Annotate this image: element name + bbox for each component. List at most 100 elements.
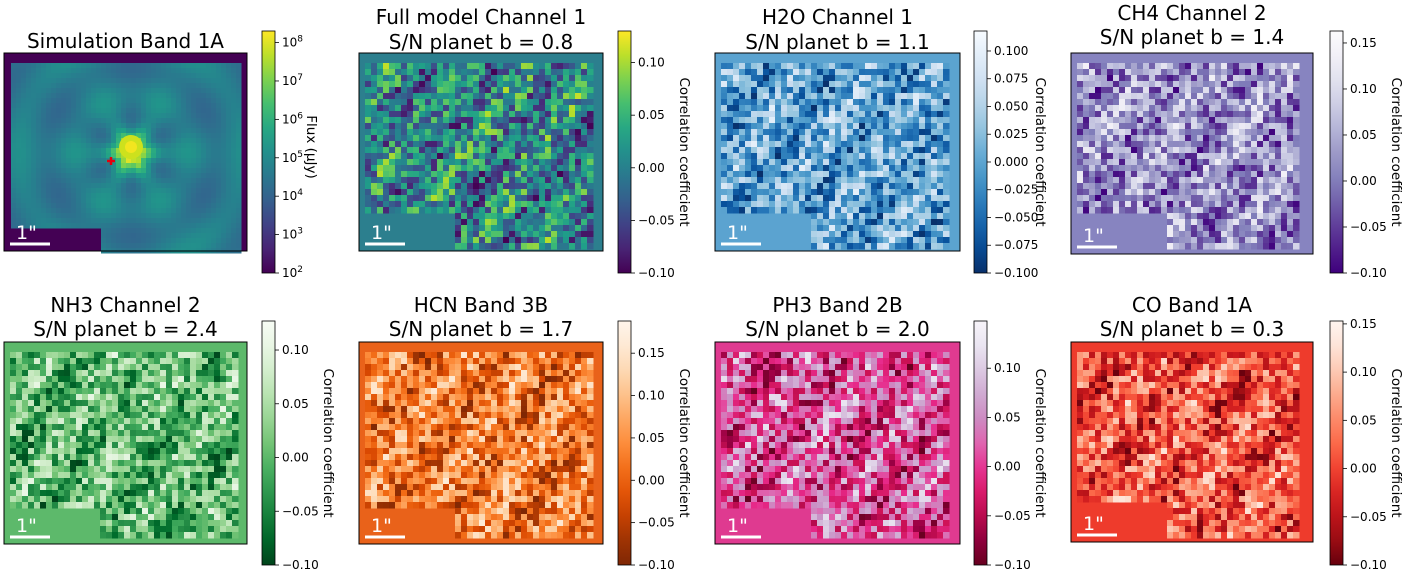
heatmap-cell — [126, 88, 132, 94]
heatmap-cell — [176, 193, 182, 199]
heatmap-cell — [1209, 93, 1216, 100]
heatmap-cell — [1209, 207, 1216, 214]
heatmap-cell — [1173, 237, 1180, 244]
heatmap-cell — [757, 111, 764, 118]
heatmap-cell — [111, 123, 117, 129]
heatmap-cell — [116, 203, 122, 209]
heatmap-cell — [937, 159, 944, 166]
heatmap-cell — [793, 207, 800, 214]
heatmap-cell — [865, 177, 872, 184]
heatmap-cell — [931, 75, 938, 82]
heatmap-cell — [473, 141, 480, 148]
heatmap-cell — [545, 177, 552, 184]
heatmap-cell — [721, 105, 728, 112]
heatmap-cell — [201, 73, 207, 79]
heatmap-cell — [171, 148, 177, 154]
heatmap-cell — [151, 143, 157, 149]
heatmap-cell — [533, 123, 540, 130]
heatmap-cell — [817, 75, 824, 82]
heatmap-cell — [1179, 93, 1186, 100]
heatmap-cell — [497, 135, 504, 142]
heatmap-cell — [221, 168, 227, 174]
heatmap-cell — [575, 231, 582, 238]
heatmap-cell — [1089, 207, 1096, 214]
heatmap-cell — [497, 75, 504, 82]
heatmap-cell — [106, 238, 112, 244]
heatmap-cell — [201, 168, 207, 174]
heatmap-cell — [835, 93, 842, 100]
heatmap-cell — [156, 108, 162, 114]
heatmap-cell — [61, 148, 67, 154]
heatmap-cell — [461, 201, 468, 208]
heatmap-cell — [1197, 177, 1204, 184]
heatmap-cell — [763, 111, 770, 118]
heatmap-cell — [377, 165, 384, 172]
heatmap-cell — [1209, 87, 1216, 94]
heatmap-cell — [1287, 201, 1294, 208]
heatmap-cell — [775, 201, 782, 208]
heatmap-cell — [136, 233, 142, 239]
heatmap-cell — [461, 171, 468, 178]
heatmap-cell — [1257, 213, 1264, 220]
heatmap-cell — [46, 183, 52, 189]
heatmap-cell — [66, 108, 72, 114]
heatmap-cell — [419, 129, 426, 136]
heatmap-cell — [811, 123, 818, 130]
heatmap-cell — [865, 111, 872, 118]
heatmap-cell — [211, 63, 217, 69]
heatmap-cell — [211, 93, 217, 99]
heatmap-cell — [236, 113, 242, 119]
heatmap-cell — [515, 237, 522, 244]
heatmap-cell — [191, 173, 197, 179]
heatmap-cell — [853, 87, 860, 94]
heatmap-cell — [1155, 201, 1162, 208]
heatmap-cell — [557, 201, 564, 208]
heatmap-cell — [781, 153, 788, 160]
heatmap-cell — [883, 69, 890, 76]
heatmap-cell — [151, 193, 157, 199]
heatmap-cell — [31, 213, 37, 219]
heatmap-cell — [1197, 141, 1204, 148]
heatmap-cell — [1281, 177, 1288, 184]
heatmap-cell — [1233, 183, 1240, 190]
heatmap-cell — [156, 73, 162, 79]
heatmap-cell — [473, 219, 480, 226]
heatmap-cell — [166, 203, 172, 209]
heatmap-cell — [563, 129, 570, 136]
heatmap-cell — [727, 195, 734, 202]
heatmap-cell — [141, 168, 147, 174]
heatmap-cell — [22, 352, 29, 359]
heatmap-cell — [211, 183, 217, 189]
heatmap-cell — [739, 117, 746, 124]
heatmap-cell — [51, 168, 57, 174]
heatmap-cell — [551, 123, 558, 130]
heatmap-cell — [81, 193, 87, 199]
heatmap-cell — [21, 218, 27, 224]
heatmap-cell — [527, 159, 534, 166]
heatmap-cell — [937, 141, 944, 148]
heatmap-cell — [86, 88, 92, 94]
heatmap-cell — [31, 93, 37, 99]
heatmap-cell — [395, 87, 402, 94]
heatmap-cell — [371, 153, 378, 160]
heatmap-cell — [186, 173, 192, 179]
heatmap-cell — [1203, 237, 1210, 244]
heatmap-cell — [1197, 63, 1204, 70]
heatmap-cell — [1281, 141, 1288, 148]
heatmap-cell — [889, 213, 896, 220]
heatmap-cell — [36, 83, 42, 89]
heatmap-cell — [196, 63, 202, 69]
heatmap-cell — [216, 78, 222, 84]
heatmap-cell — [581, 117, 588, 124]
heatmap-cell — [383, 159, 390, 166]
heatmap-cell — [41, 73, 47, 79]
heatmap-cell — [751, 183, 758, 190]
heatmap-cell — [383, 195, 390, 202]
heatmap-cell — [383, 147, 390, 154]
heatmap-cell — [146, 188, 152, 194]
heatmap-cell — [86, 128, 92, 134]
heatmap-cell — [901, 129, 908, 136]
heatmap-cell — [377, 123, 384, 130]
heatmap-cell — [527, 135, 534, 142]
heatmap-cell — [1179, 159, 1186, 166]
